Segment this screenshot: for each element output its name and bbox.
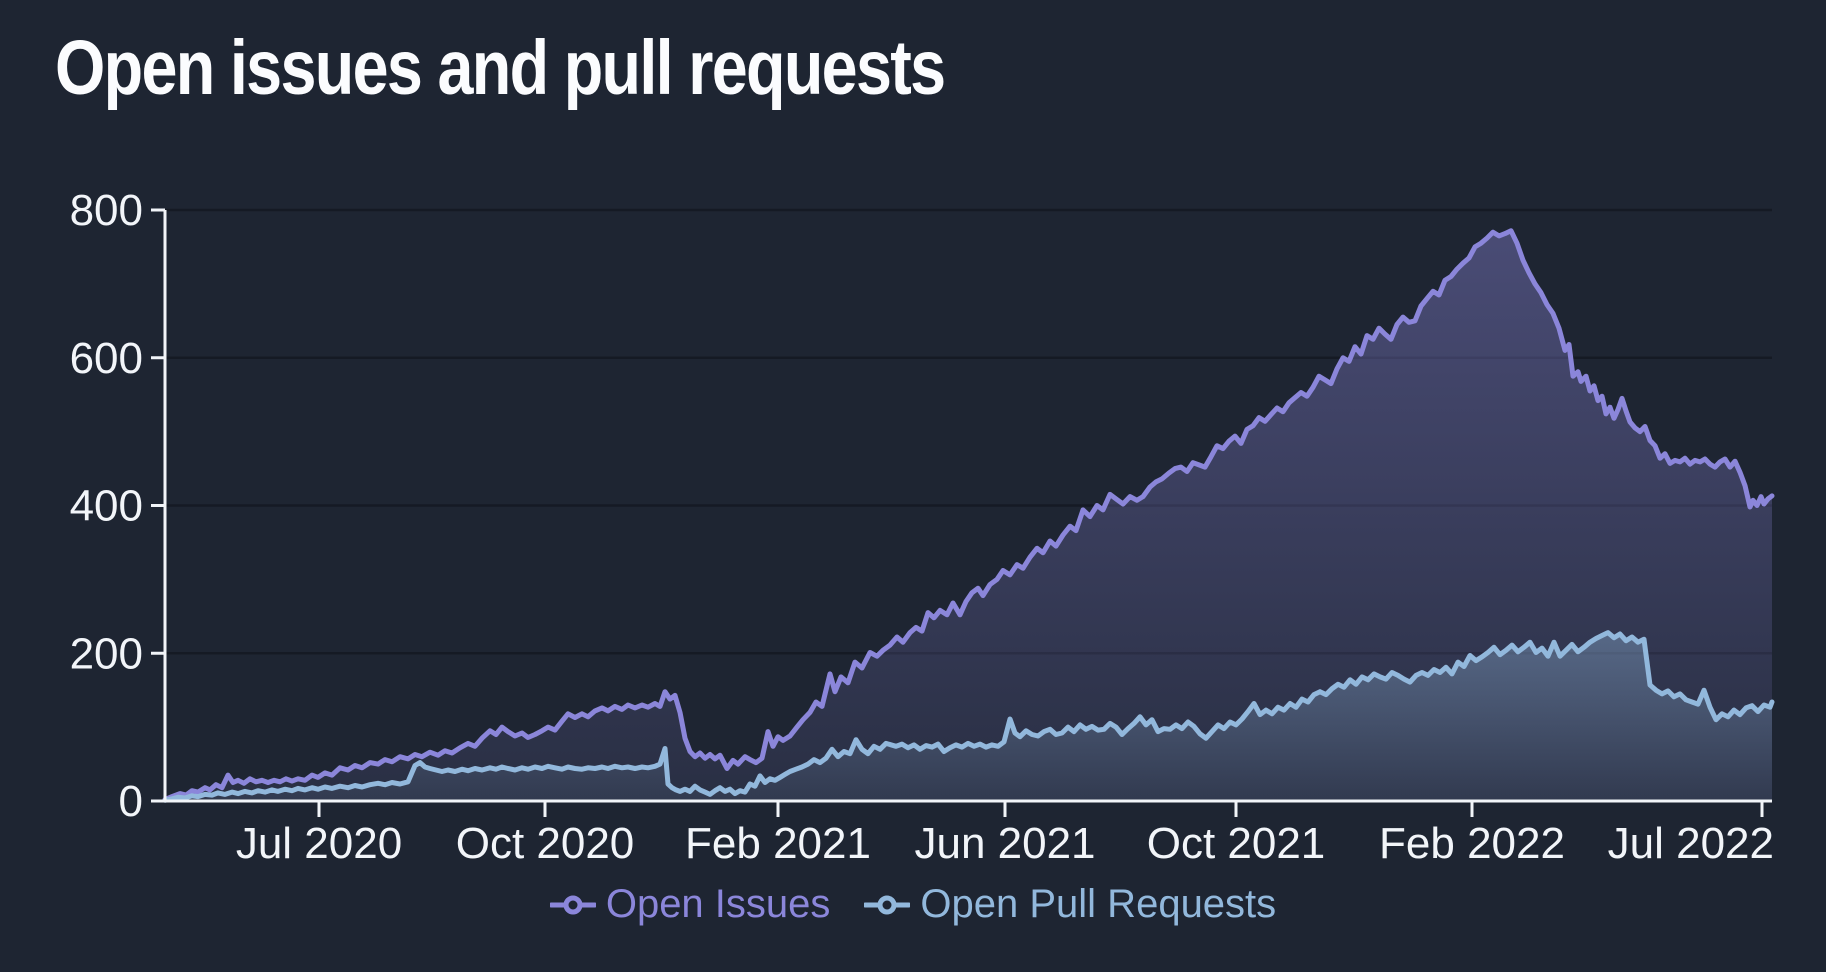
y-tick-label-600: 600 [70,334,143,383]
legend-label: Open Pull Requests [920,882,1277,926]
legend-label: Open Issues [605,882,831,926]
series-line-open-pull-requests [162,630,1775,803]
chart-legend: Open Issues Open Pull Requests [0,882,1826,927]
series-line-open-issues [162,228,1775,802]
y-tick-label-400: 400 [70,482,143,531]
line-circle-icon [864,895,911,914]
legend-item-open-pull-requests[interactable]: Open Pull Requests [864,882,1276,927]
line-circle-icon [549,895,596,914]
series-area-open-pull-requests [165,632,1772,801]
x-tick-label-Oct-2021: Oct 2021 [1147,819,1326,868]
x-tick-label-Oct-2020: Oct 2020 [456,819,635,868]
x-tick-label-Feb-2022: Feb 2022 [1379,819,1565,868]
page-title: Open issues and pull requests [55,25,946,111]
x-tick-label-Jul-2020: Jul 2020 [236,819,402,868]
y-tick-label-800: 800 [70,186,143,235]
x-tick-label-Feb-2021: Feb 2021 [685,819,871,868]
legend-item-open-issues[interactable]: Open Issues [549,882,831,927]
y-tick-label-0: 0 [119,777,143,826]
y-tick-label-200: 200 [70,629,143,678]
series-area-open-issues [165,230,1772,801]
x-tick-label-Jul-2022: Jul 2022 [1608,819,1774,868]
x-tick-label-Jun-2021: Jun 2021 [914,819,1095,868]
plot-area[interactable] [162,228,1775,803]
